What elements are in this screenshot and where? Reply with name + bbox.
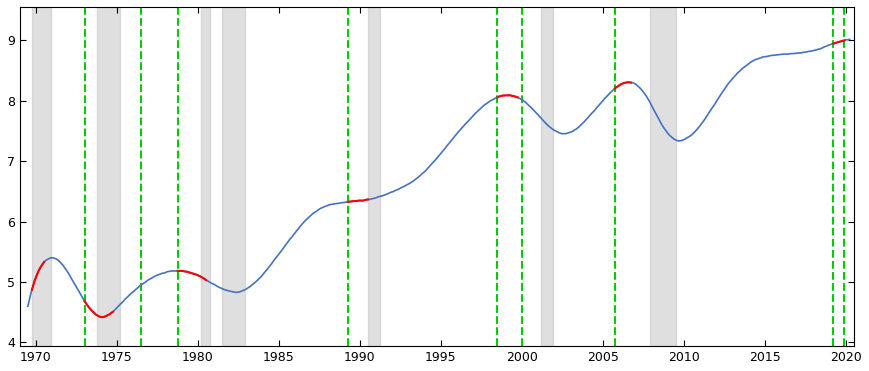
Bar xyxy=(222,7,245,345)
Bar xyxy=(201,7,209,345)
Bar xyxy=(32,7,51,345)
Bar xyxy=(541,7,552,345)
Bar xyxy=(96,7,120,345)
Bar xyxy=(649,7,675,345)
Bar xyxy=(368,7,380,345)
